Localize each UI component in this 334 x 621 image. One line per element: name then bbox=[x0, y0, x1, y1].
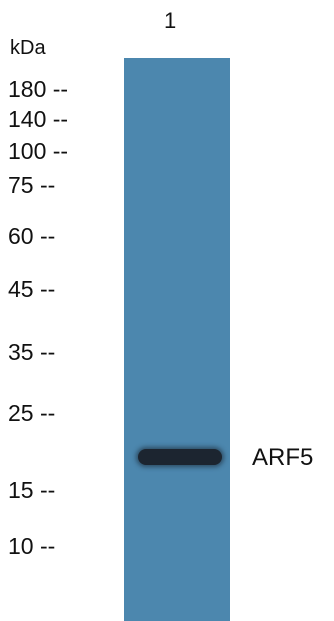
marker-45: 45 -- bbox=[8, 276, 56, 302]
band-label: ARF5 bbox=[252, 444, 314, 471]
marker-15: 15 -- bbox=[8, 477, 56, 503]
marker-75: 75 -- bbox=[8, 172, 56, 198]
marker-140: 140 -- bbox=[8, 106, 69, 132]
gel-lane bbox=[124, 58, 230, 621]
protein-band bbox=[138, 449, 222, 465]
marker-25: 25 -- bbox=[8, 400, 56, 426]
unit-label: kDa bbox=[10, 37, 46, 59]
lane-number: 1 bbox=[164, 8, 177, 33]
marker-100: 100 -- bbox=[8, 138, 69, 164]
marker-10: 10 -- bbox=[8, 533, 56, 559]
marker-35: 35 -- bbox=[8, 339, 56, 365]
marker-180: 180 -- bbox=[8, 76, 69, 102]
marker-60: 60 -- bbox=[8, 223, 56, 249]
